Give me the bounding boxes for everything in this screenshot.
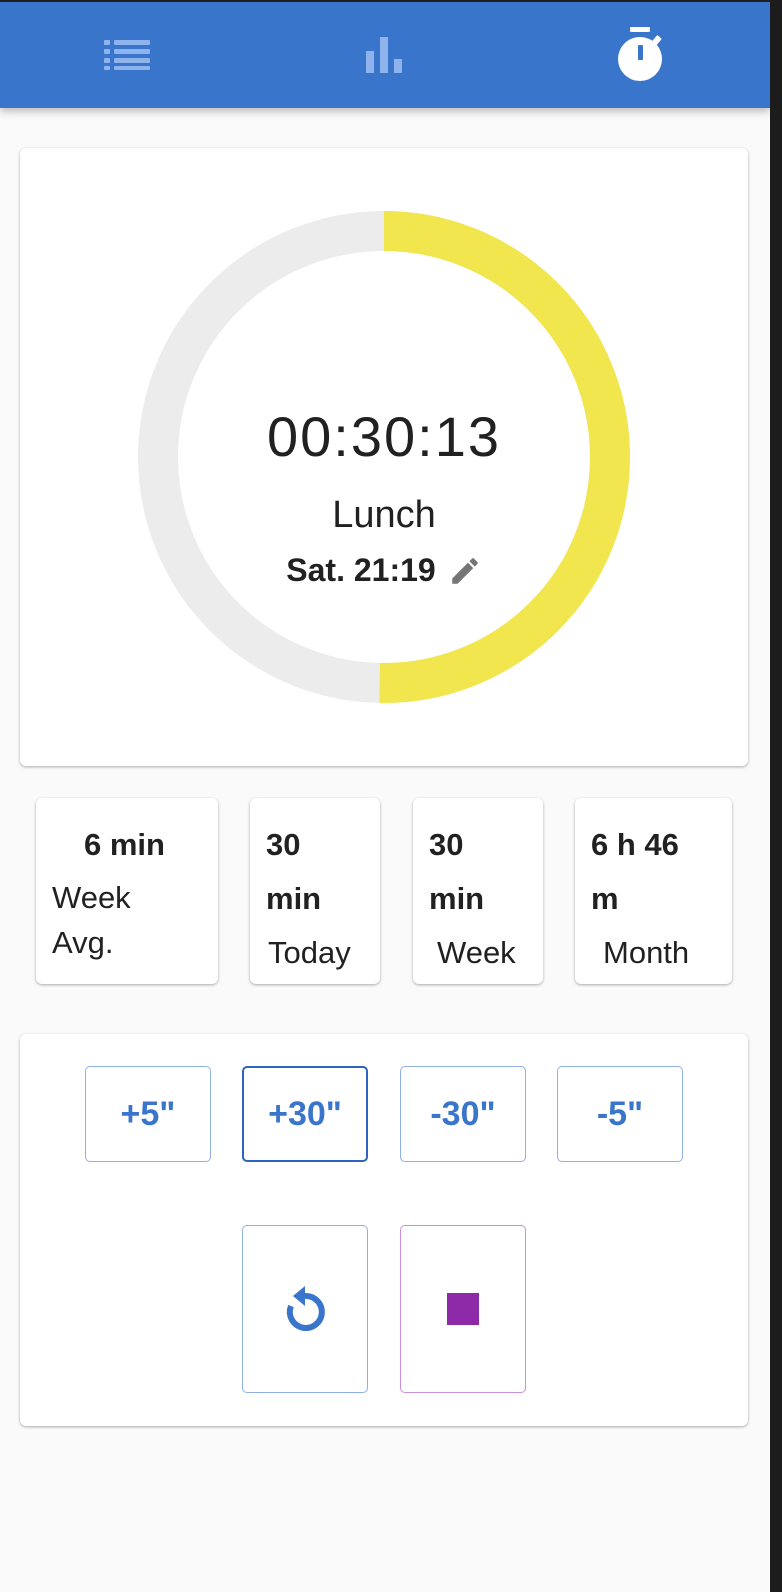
stop-icon — [447, 1293, 479, 1325]
subtract-5-button[interactable]: -5" — [557, 1066, 683, 1162]
stat-label: Month — [603, 935, 690, 970]
start-time: Sat. 21:19 — [286, 552, 436, 588]
nav-list-button[interactable] — [68, 2, 188, 108]
start-time-row: Sat. 21:19 — [0, 552, 768, 589]
nav-timer-button[interactable] — [580, 2, 700, 108]
restart-icon — [286, 1286, 325, 1331]
stat-value: 30 — [266, 827, 301, 862]
list-icon — [104, 40, 150, 70]
stat-value: 6 h 46 — [591, 827, 679, 862]
reset-button[interactable] — [242, 1225, 368, 1393]
stat-value-unit: min — [266, 881, 322, 916]
add-30-button[interactable]: +30" — [242, 1066, 368, 1162]
bar-chart-icon — [366, 37, 402, 73]
activity-name: Lunch — [332, 494, 436, 536]
stat-today: 30 min Today — [250, 798, 380, 984]
stat-label: Week — [52, 880, 131, 915]
stat-label: Today — [268, 935, 351, 970]
progress-ring — [138, 211, 630, 703]
stat-value: 6 min — [84, 827, 165, 862]
stat-value: 30 — [429, 827, 464, 862]
stop-button[interactable] — [400, 1225, 526, 1393]
elapsed-time: 00:30:13 — [267, 405, 501, 468]
stat-value-unit: min — [429, 881, 485, 916]
window-edge — [770, 0, 782, 1592]
add-5-button[interactable]: +5" — [85, 1066, 211, 1162]
progress-ring-arc — [138, 211, 630, 703]
stat-week: 30 min Week — [413, 798, 543, 984]
nav-stats-button[interactable] — [324, 2, 444, 108]
stat-value-unit: m — [591, 881, 619, 916]
stat-week-avg: 6 min Week Avg. — [36, 798, 218, 984]
stat-label: Avg. — [52, 925, 114, 960]
stat-label: Week — [437, 935, 516, 970]
stat-month: 6 h 46 m Month — [575, 798, 732, 984]
stopwatch-icon — [618, 27, 662, 81]
top-nav-bar — [0, 0, 770, 108]
pencil-icon[interactable] — [448, 554, 482, 588]
subtract-30-button[interactable]: -30" — [400, 1066, 526, 1162]
